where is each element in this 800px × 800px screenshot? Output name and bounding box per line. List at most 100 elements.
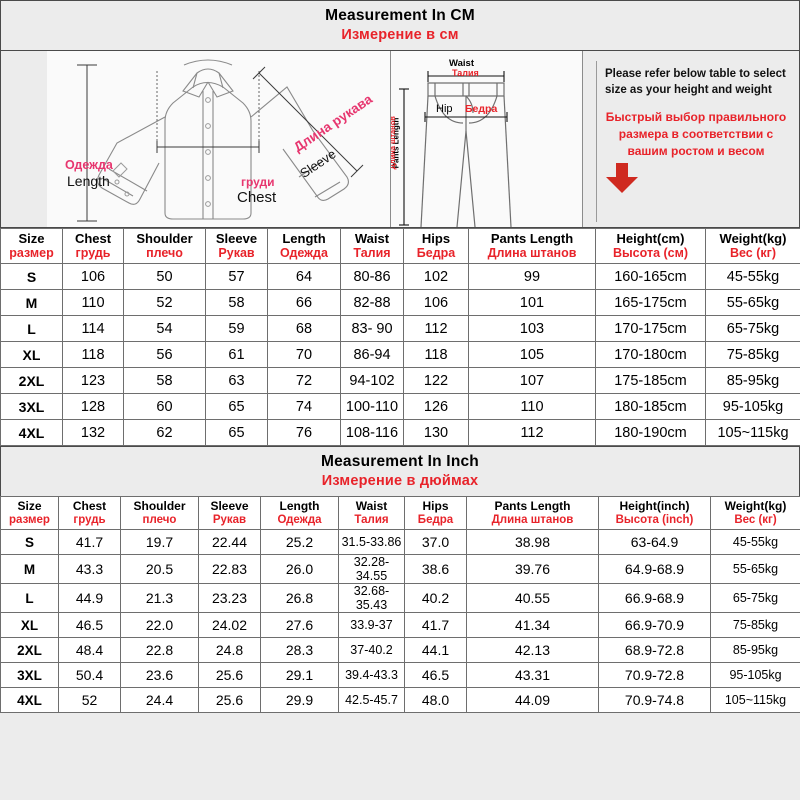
measurement-cell: 62 (123, 419, 206, 446)
cm-col-pants-length: Pants Length Длина штанов (468, 228, 596, 264)
cm-title-en: Measurement In CM (325, 7, 475, 24)
inch-col-weight-en: Weight(kg) (724, 499, 787, 513)
cm-col-length: Length Одежда (267, 228, 341, 264)
size-label-cell: M (0, 554, 59, 584)
note-line-en-1: Please refer below table to select (605, 68, 786, 80)
measurement-cell: 94-102 (340, 367, 404, 394)
measurement-cell: 66.9-70.9 (598, 612, 711, 638)
cm-col-chest-en: Chest (74, 231, 112, 246)
cm-col-weight-en: Weight(kg) (719, 231, 787, 246)
table-row: 3XL 128 60 65 74 100-110 126 110 180-185cm 95-105… (0, 393, 800, 420)
pants-hip-label-en: Hip (436, 103, 453, 115)
measurement-cell: 122 (403, 367, 469, 394)
measurement-cell: 105 (468, 341, 596, 368)
inch-col-hips-ru: Бедра (417, 514, 454, 526)
measurement-cell: 37.0 (404, 529, 467, 555)
shirt-chest-label-en: Chest (237, 189, 277, 206)
measurement-cell: 66 (267, 289, 341, 316)
note-line-ru-2: размера в соответствии с (618, 127, 774, 141)
down-arrow-icon (606, 163, 638, 193)
measurement-cell: 107 (468, 367, 596, 394)
table-row: XL 118 56 61 70 86-94 118 105 170-180cm 75-85kg (0, 341, 800, 368)
measurement-cell: 31.5-33.86 (338, 529, 405, 555)
measurement-cell: 75-85kg (705, 341, 800, 368)
measurement-cell: 110 (468, 393, 596, 420)
inch-col-pants-length-ru: Длина штанов (491, 514, 574, 526)
table-row: M 43.3 20.5 22.83 26.0 32.28-34.55 38.6 39.76 64… (0, 554, 800, 584)
shirt-illustration-svg (77, 59, 364, 222)
size-label-cell: XL (0, 341, 63, 368)
measurement-cell: 105~115kg (705, 419, 800, 446)
table-row: XL 46.5 22.0 24.02 27.6 33.9-37 41.7 41.34 66.9-… (0, 612, 800, 638)
measurement-cell: 65 (205, 419, 268, 446)
cm-col-weight: Weight(kg) Вес (кг) (705, 228, 800, 264)
cm-col-hips-ru: Бедра (416, 246, 456, 260)
inch-table-body: S 41.7 19.7 22.44 25.2 31.5-33.86 37.0 38.98 63-… (0, 529, 800, 713)
measurement-cell: 95-105kg (705, 393, 800, 420)
measurement-cell: 80-86 (340, 263, 404, 290)
size-label-cell: 4XL (0, 419, 63, 446)
cm-col-shoulder-ru: плечо (146, 246, 183, 260)
measurement-cell: 118 (62, 341, 124, 368)
measurement-cell: 41.7 (58, 529, 121, 555)
measurement-cell: 63 (205, 367, 268, 394)
inch-col-chest-en: Chest (72, 499, 107, 513)
measurement-cell: 103 (468, 315, 596, 342)
inch-col-chest-ru: грудь (73, 514, 106, 526)
inch-col-chest: Chest грудь (58, 496, 121, 530)
measurement-cell: 101 (468, 289, 596, 316)
measurement-cell: 39.4-43.3 (338, 662, 405, 688)
measurement-cell: 24.8 (198, 637, 261, 663)
size-label-cell: 3XL (0, 393, 63, 420)
measurement-cell: 42.5-45.7 (338, 687, 405, 713)
cm-col-size: Size размер (0, 228, 63, 264)
size-label-cell: 3XL (0, 662, 59, 688)
cm-col-sleeve-en: Sleeve (215, 231, 258, 246)
measurement-cell: 55-65kg (705, 289, 800, 316)
table-row: S 41.7 19.7 22.44 25.2 31.5-33.86 37.0 38.98 63-… (0, 529, 800, 555)
measurement-cell: 64.9-68.9 (598, 554, 711, 584)
inch-col-waist: Waist Талия (338, 496, 405, 530)
cm-col-length-en: Length (282, 231, 326, 246)
table-row: 2XL 48.4 22.8 24.8 28.3 37-40.2 44.1 42.13 68.9-… (0, 637, 800, 663)
measurement-cell: 46.5 (58, 612, 121, 638)
shirt-chest-label-ru: груди (241, 175, 275, 189)
measurement-cell: 44.09 (466, 687, 599, 713)
inch-col-hips: Hips Бедра (404, 496, 467, 530)
measurement-cell: 126 (403, 393, 469, 420)
shirt-length-label-en: Length (67, 173, 110, 189)
measurement-cell: 76 (267, 419, 341, 446)
measurement-cell: 83- 90 (340, 315, 404, 342)
measurement-cell: 46.5 (404, 662, 467, 688)
inch-col-length: Length Одежда (260, 496, 339, 530)
inch-col-sleeve: Sleeve Рукав (198, 496, 261, 530)
inch-col-height-ru: Высота (inch) (615, 514, 694, 526)
cm-table-header-row: Size размер Chest грудь Shoulder плечо Slee… (0, 228, 800, 264)
cm-col-shoulder-en: Shoulder (136, 231, 193, 246)
measurement-cell: 32.28-34.55 (338, 554, 405, 584)
cm-col-chest: Chest грудь (62, 228, 124, 264)
inch-col-length-ru: Одежда (277, 514, 322, 526)
measurement-cell: 68 (267, 315, 341, 342)
cm-table-body: S 106 50 57 64 80-86 102 99 160-165cm 45-55kg M 110… (0, 263, 800, 446)
measurement-cell: 66.9-68.9 (598, 583, 711, 613)
size-label-cell: 4XL (0, 687, 59, 713)
measurement-cell: 59 (205, 315, 268, 342)
measurement-cell: 180-190cm (595, 419, 706, 446)
measurement-cell: 114 (62, 315, 124, 342)
measurement-cell: 23.23 (198, 583, 261, 613)
measurement-cell: 50.4 (58, 662, 121, 688)
measurement-cell: 58 (205, 289, 268, 316)
measurement-cell: 175-185cm (595, 367, 706, 394)
cm-col-weight-ru: Вес (кг) (729, 246, 777, 260)
measurement-cell: 52 (123, 289, 206, 316)
down-arrow-wrap (605, 163, 787, 193)
measurement-cell: 65-75kg (710, 583, 800, 613)
pants-waist-label-ru: Талия (452, 68, 479, 78)
measurement-cell: 112 (403, 315, 469, 342)
inch-col-sleeve-ru: Рукав (212, 514, 247, 526)
inch-col-size-ru: размер (9, 514, 50, 526)
measurement-cell: 74 (267, 393, 341, 420)
shirt-length-label-ru: Одежда (65, 158, 113, 172)
size-label-cell: S (0, 263, 63, 290)
